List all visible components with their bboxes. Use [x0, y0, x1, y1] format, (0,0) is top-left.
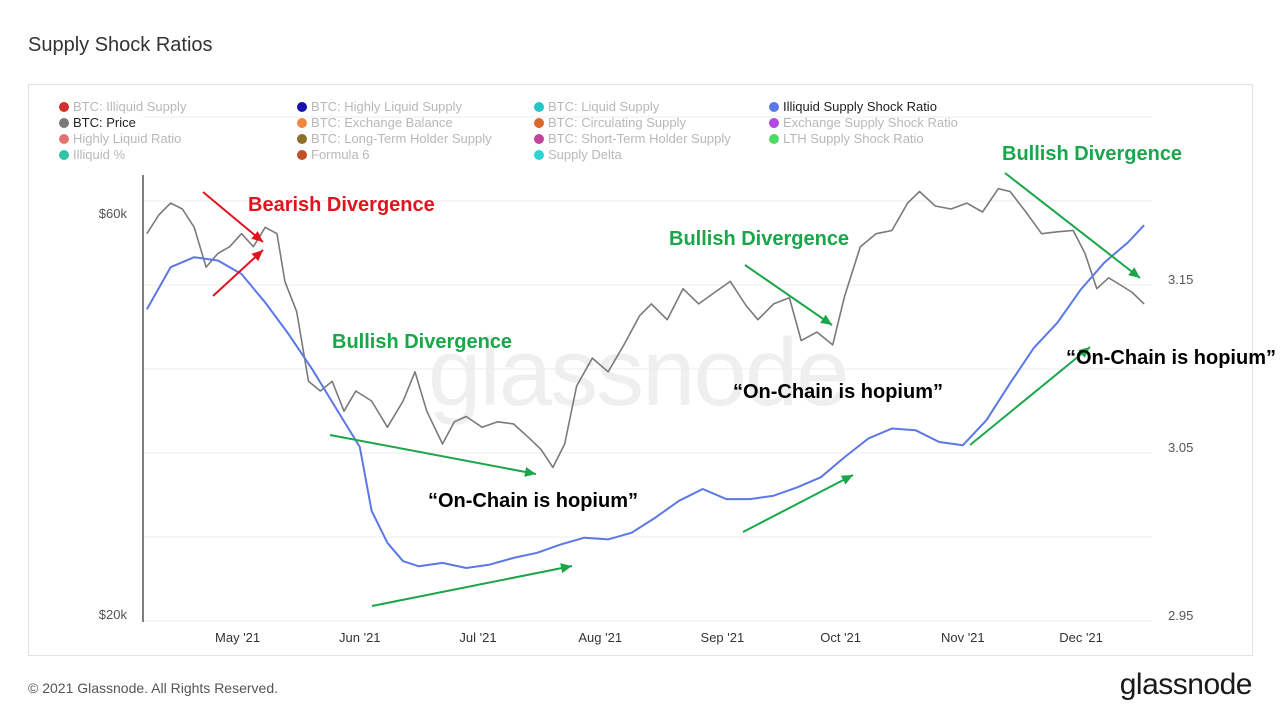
legend-label: BTC: Illiquid Supply — [73, 99, 187, 114]
legend-item[interactable]: Supply Delta — [534, 147, 622, 162]
x-tick-label: Oct '21 — [820, 630, 861, 645]
bearish-arrow-up-head — [251, 250, 263, 262]
legend-label: BTC: Circulating Supply — [548, 115, 686, 130]
legend-item[interactable]: Exchange Supply Shock Ratio — [769, 115, 958, 130]
legend-label: BTC: Price — [73, 115, 136, 130]
legend-item[interactable]: BTC: Highly Liquid Supply — [297, 99, 462, 114]
legend-item[interactable]: Illiquid % — [59, 147, 125, 162]
bullish-arrow-ratio-3-head — [1078, 347, 1090, 358]
hopium-label: “On-Chain is hopium” — [1066, 347, 1276, 369]
legend-label: LTH Supply Shock Ratio — [783, 131, 924, 146]
bearish-arrow-down — [202, 191, 264, 243]
legend-item[interactable]: BTC: Illiquid Supply — [59, 99, 186, 114]
legend-label: Formula 6 — [311, 147, 370, 162]
x-tick-label: Nov '21 — [941, 630, 985, 645]
legend-label: Highly Liquid Ratio — [73, 131, 182, 146]
legend-dot-icon — [297, 117, 307, 128]
x-tick-label: Sep '21 — [701, 630, 745, 645]
legend-label: BTC: Long-Term Holder Supply — [311, 131, 492, 146]
chart-title: Supply Shock Ratios — [28, 34, 213, 56]
bullish-arrow-ratio-1-head — [560, 563, 572, 574]
legend-item[interactable]: Highly Liquid Ratio — [59, 131, 181, 146]
bullish-arrow-ratio-3 — [969, 346, 1091, 446]
bullish-arrow-price-3-head — [1128, 267, 1140, 278]
legend-item[interactable]: BTC: Short-Term Holder Supply — [534, 131, 731, 146]
bullish-arrow-price-2 — [744, 264, 833, 326]
legend-label: Illiquid % — [73, 147, 126, 162]
legend-dot-icon — [297, 133, 307, 144]
bearish-arrow-up — [212, 249, 264, 297]
legend-item[interactable]: Formula 6 — [297, 147, 370, 162]
y-right-tick-label: 3.05 — [1168, 440, 1193, 455]
legend-dot-icon — [534, 133, 544, 144]
hopium-label: “On-Chain is hopium” — [428, 490, 638, 512]
bullish-arrow-price-1-head — [524, 467, 536, 477]
x-tick-label: Jul '21 — [459, 630, 496, 645]
hopium-label: “On-Chain is hopium” — [733, 381, 943, 403]
chart-panel: BTC: Illiquid Supply BTC: Highly Liquid S… — [28, 84, 1253, 656]
legend-item[interactable]: BTC: Price — [59, 115, 136, 130]
y-right-tick-label: 2.95 — [1168, 608, 1193, 623]
legend-label: BTC: Highly Liquid Supply — [311, 99, 463, 114]
bullish-arrow-ratio-1 — [371, 565, 573, 607]
bearish-divergence-label: Bearish Divergence — [248, 194, 435, 216]
bullish-divergence-label: Bullish Divergence — [669, 228, 850, 250]
bullish-arrow-ratio-2-head — [840, 475, 853, 485]
legend-dot-icon — [59, 133, 69, 144]
y-right-tick-label: 3.15 — [1168, 272, 1193, 287]
bullish-arrow-price-2-head — [820, 314, 832, 325]
series-line-btc-price — [146, 187, 1145, 469]
legend-dot-icon — [297, 149, 307, 160]
bullish-arrow-price-1 — [329, 434, 537, 475]
legend-item[interactable]: BTC: Long-Term Holder Supply — [297, 131, 492, 146]
legend-item[interactable]: LTH Supply Shock Ratio — [769, 131, 924, 146]
x-tick-label: Jun '21 — [339, 630, 381, 645]
legend-dot-icon — [534, 101, 544, 112]
bullish-divergence-label: Bullish Divergence — [332, 331, 513, 353]
legend-dot-icon — [534, 149, 544, 160]
legend-dot-icon — [59, 101, 69, 112]
legend-label: Exchange Supply Shock Ratio — [783, 115, 958, 130]
legend-dot-icon — [769, 133, 779, 144]
x-tick-label: May '21 — [215, 630, 260, 645]
legend-label: Illiquid Supply Shock Ratio — [783, 99, 937, 114]
footer-copyright: © 2021 Glassnode. All Rights Reserved. — [28, 680, 279, 696]
legend-item[interactable]: Illiquid Supply Shock Ratio — [769, 99, 937, 114]
legend-item[interactable]: BTC: Liquid Supply — [534, 99, 659, 114]
legend-dot-icon — [59, 149, 69, 160]
y-left-tick-label: $20k — [99, 607, 128, 622]
bearish-arrow-down-head — [251, 231, 263, 242]
legend-label: BTC: Short-Term Holder Supply — [548, 131, 731, 146]
legend-dot-icon — [534, 117, 544, 128]
legend-label: Supply Delta — [548, 147, 622, 162]
bullish-arrow-price-3 — [1004, 172, 1141, 279]
series-line-illiquid-supply-shock-ratio — [146, 224, 1145, 569]
legend-item[interactable]: BTC: Circulating Supply — [534, 115, 686, 130]
glassnode-logo: glassnode — [1119, 668, 1253, 701]
legend-dot-icon — [59, 117, 69, 128]
watermark: glassnode — [428, 319, 850, 426]
x-tick-label: Aug '21 — [578, 630, 622, 645]
legend-dot-icon — [769, 101, 779, 112]
y-left-tick-label: $60k — [99, 206, 128, 221]
bullish-arrow-ratio-2 — [742, 474, 854, 533]
legend-item[interactable]: BTC: Exchange Balance — [297, 115, 453, 130]
legend-label: BTC: Liquid Supply — [548, 99, 660, 114]
legend-label: BTC: Exchange Balance — [311, 115, 453, 130]
legend-dot-icon — [297, 101, 307, 112]
legend-dot-icon — [769, 117, 779, 128]
x-tick-label: Dec '21 — [1059, 630, 1103, 645]
bullish-divergence-label: Bullish Divergence — [1002, 143, 1183, 165]
